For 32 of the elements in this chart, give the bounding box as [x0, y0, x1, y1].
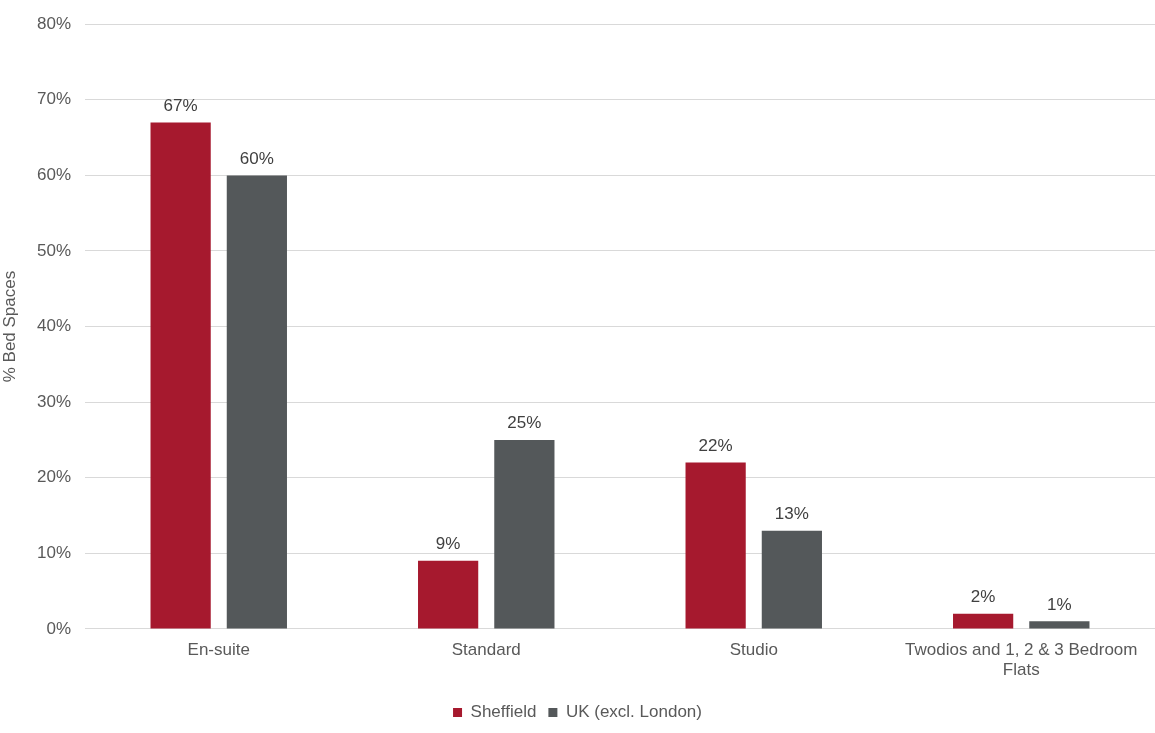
bar: [685, 462, 746, 629]
y-tick-label: 40%: [36, 316, 71, 336]
data-label: 13%: [774, 503, 809, 523]
legend-label: UK (excl. London): [565, 702, 702, 722]
data-label: 1%: [1047, 594, 1072, 614]
x-tick-label: Standard: [451, 640, 521, 660]
y-tick-label: 30%: [36, 391, 71, 411]
y-axis-title: % Bed Spaces: [0, 270, 19, 383]
data-label: 67%: [163, 95, 198, 115]
x-tick-label: Twodios and 1, 2 & 3 Bedroom Flats: [905, 640, 1138, 679]
data-label: 9%: [435, 534, 461, 554]
data-label: 2%: [970, 586, 996, 606]
bar: [226, 175, 287, 629]
y-tick-label: 50%: [36, 240, 71, 260]
y-tick-label: 10%: [36, 543, 71, 562]
bar: [1029, 621, 1090, 629]
legend-label: Sheffield: [470, 702, 537, 722]
y-tick-label: 20%: [36, 467, 71, 487]
bar: [494, 439, 555, 629]
bar: [418, 560, 479, 629]
bar: [150, 122, 211, 629]
y-tick-label: 80%: [36, 13, 71, 33]
data-label: 25%: [507, 413, 542, 433]
data-label: 60%: [239, 148, 274, 168]
y-tick-label: 70%: [36, 89, 71, 109]
x-tick-label: En-suite: [187, 640, 250, 660]
y-tick-label: 0%: [46, 618, 71, 638]
bar: [953, 613, 1014, 629]
x-tick-label: Studio: [729, 640, 778, 660]
bar: [761, 530, 822, 629]
y-tick-label: 60%: [36, 165, 71, 185]
data-label: 22%: [698, 435, 733, 455]
